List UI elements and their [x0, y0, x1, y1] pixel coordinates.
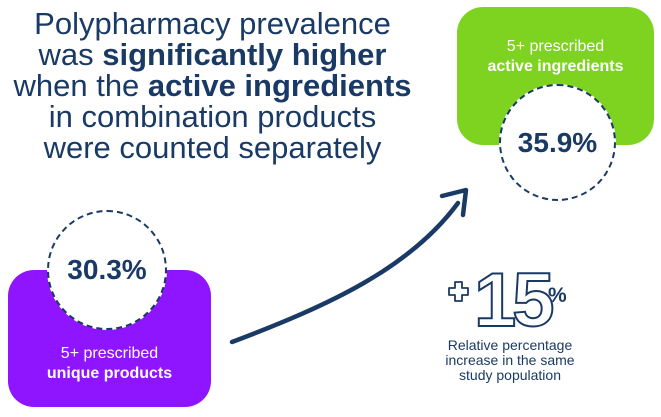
- unique-products-label: 5+ prescribed unique products: [8, 344, 211, 384]
- caption-line-1: Relative percentage: [447, 337, 573, 353]
- active-ingredients-label-bold: active ingredients: [487, 58, 624, 75]
- unique-products-label-bold: unique products: [46, 365, 173, 382]
- increase-number: 15: [474, 262, 553, 332]
- active-ingredients-label: 5+ prescribed active ingredients: [457, 37, 654, 77]
- active-ingredients-value: 35.9%: [499, 84, 616, 201]
- headline-line-2-pre: was: [38, 37, 103, 72]
- headline-line-3-pre: when the: [13, 68, 148, 103]
- increase-figure: 15: [448, 262, 558, 332]
- headline-line-5: were counted separately: [43, 130, 382, 165]
- headline-line-3-bold: active ingredients: [147, 68, 412, 103]
- plus-outline-icon: [448, 281, 469, 302]
- active-ingredients-label-top: 5+ prescribed: [506, 38, 605, 55]
- headline-line-3: when the active ingredients: [0, 70, 425, 101]
- unique-products-label-top: 5+ prescribed: [60, 345, 159, 362]
- caption-line-3: study population: [459, 367, 561, 383]
- headline-line-4: in combination products: [48, 99, 377, 134]
- headline-line-2-bold: significantly higher: [102, 37, 387, 72]
- increase-percent-sign: %: [548, 284, 567, 307]
- headline-line-2: was significantly higher: [0, 39, 425, 70]
- headline: Polypharmacy prevalence was significantl…: [0, 8, 425, 163]
- headline-line-1: Polypharmacy prevalence: [34, 6, 391, 41]
- caption-line-2: increase in the same: [445, 352, 575, 368]
- increase-caption: Relative percentage increase in the same…: [425, 338, 595, 383]
- unique-products-value: 30.3%: [47, 210, 167, 330]
